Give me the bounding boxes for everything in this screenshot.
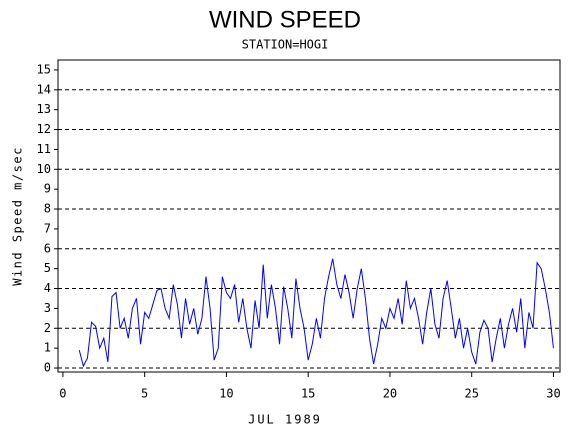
plot-frame <box>57 59 561 373</box>
y-tick-label: 0 <box>44 361 51 375</box>
y-tick-label: 9 <box>44 182 51 196</box>
y-tick-label: 10 <box>37 162 51 176</box>
y-axis-label: Wind Speed m/sec <box>11 146 25 286</box>
chart-subtitle: STATION=HOGI <box>242 38 329 52</box>
data-line <box>78 258 554 368</box>
y-tick-label: 13 <box>37 102 51 116</box>
y-tick-label: 5 <box>44 261 51 275</box>
y-tick-label: 8 <box>44 202 51 216</box>
y-tick-label: 11 <box>37 142 51 156</box>
x-tick-label: 20 <box>383 387 397 401</box>
y-tick-label: 7 <box>44 221 51 235</box>
x-tick-label: 10 <box>219 387 233 401</box>
y-tick-label: 2 <box>44 321 51 335</box>
y-tick-label: 4 <box>44 281 51 295</box>
y-tick-label: 1 <box>44 341 51 355</box>
y-tick-label: 14 <box>37 82 51 96</box>
x-tick-label: 15 <box>301 387 315 401</box>
x-tick-label: 30 <box>546 387 560 401</box>
y-tick-label: 6 <box>44 241 51 255</box>
x-tick-label: 5 <box>141 387 148 401</box>
x-axis-label: JUL 1989 <box>248 413 322 427</box>
x-tick-label: 0 <box>59 387 66 401</box>
y-tick-label: 3 <box>44 301 51 315</box>
y-tick-label: 15 <box>37 62 51 76</box>
y-tick-label: 12 <box>37 122 51 136</box>
chart-title: WIND SPEED <box>209 6 361 33</box>
x-tick-label: 25 <box>464 387 478 401</box>
